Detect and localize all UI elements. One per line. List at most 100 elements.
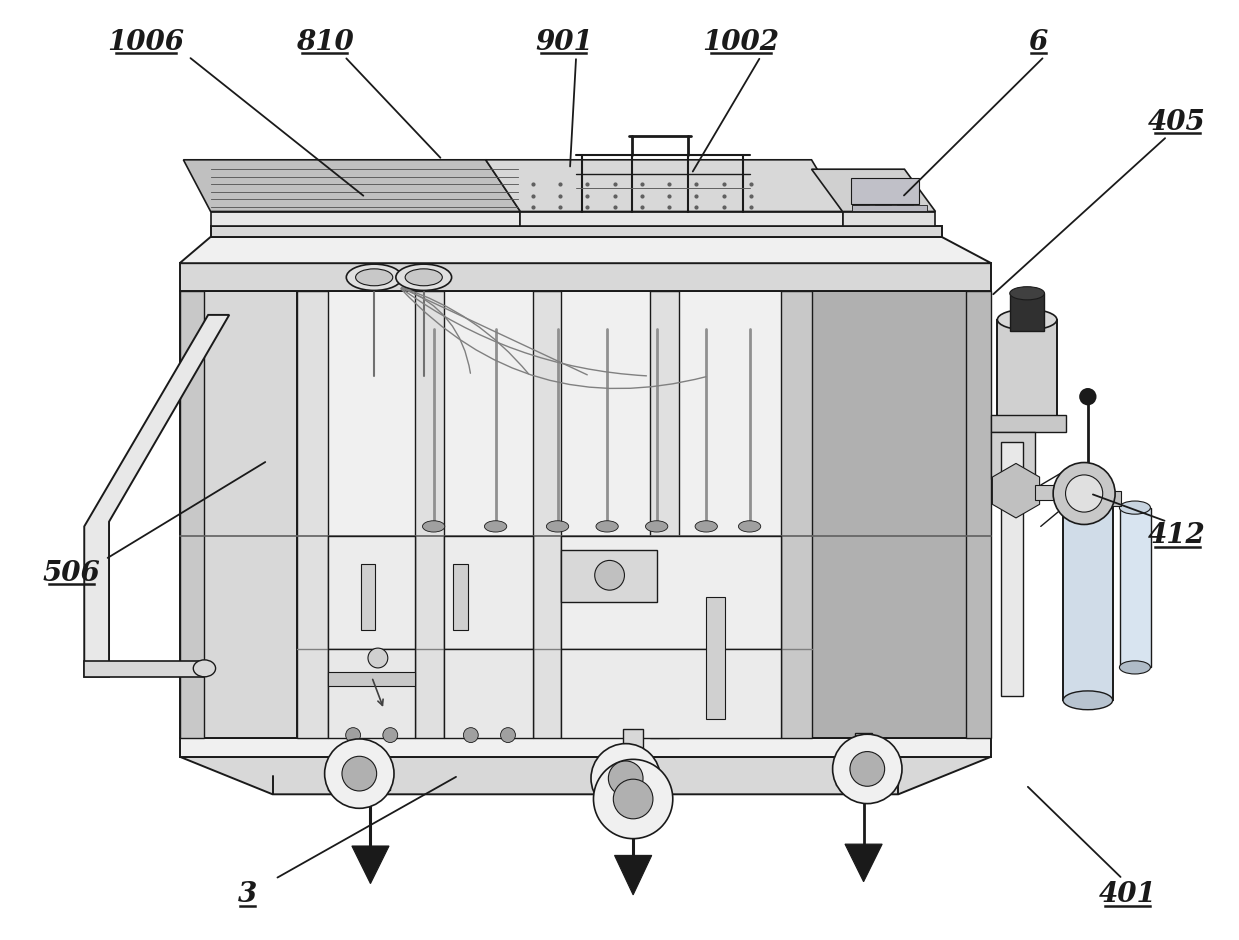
Ellipse shape (646, 521, 668, 532)
Circle shape (1053, 462, 1115, 525)
Text: 1002: 1002 (703, 29, 779, 55)
Polygon shape (180, 291, 204, 738)
Polygon shape (1063, 491, 1121, 506)
Polygon shape (561, 536, 781, 649)
Text: 3: 3 (238, 882, 258, 908)
Polygon shape (520, 212, 843, 226)
Polygon shape (845, 844, 882, 882)
Bar (1010, 293, 1044, 331)
Circle shape (593, 760, 673, 838)
Polygon shape (297, 291, 328, 738)
Polygon shape (781, 291, 812, 738)
Text: 901: 901 (535, 29, 592, 55)
Circle shape (1079, 388, 1097, 405)
Polygon shape (650, 291, 679, 738)
Polygon shape (1035, 485, 1063, 500)
Polygon shape (812, 291, 991, 738)
Bar (595, 766, 657, 794)
Bar (852, 205, 927, 211)
Polygon shape (486, 160, 843, 212)
Polygon shape (615, 855, 652, 895)
Circle shape (1066, 475, 1103, 512)
Bar (361, 564, 375, 630)
Polygon shape (991, 432, 1035, 479)
Circle shape (383, 728, 398, 743)
Circle shape (595, 560, 624, 590)
Polygon shape (180, 738, 991, 757)
Polygon shape (966, 291, 991, 738)
Polygon shape (415, 291, 444, 738)
Polygon shape (84, 315, 229, 677)
Polygon shape (444, 649, 533, 738)
Ellipse shape (1063, 691, 1113, 710)
Ellipse shape (422, 521, 445, 532)
Bar (897, 205, 913, 208)
Bar (836, 757, 898, 785)
Circle shape (591, 744, 660, 813)
Bar (851, 178, 919, 204)
Polygon shape (180, 757, 991, 794)
Ellipse shape (356, 269, 393, 286)
Ellipse shape (1010, 287, 1044, 300)
Polygon shape (211, 212, 520, 226)
Circle shape (501, 728, 515, 743)
Text: 506: 506 (43, 560, 100, 587)
Circle shape (325, 739, 394, 808)
Polygon shape (180, 237, 991, 263)
Polygon shape (297, 291, 812, 738)
Bar (453, 564, 468, 630)
Circle shape (346, 728, 361, 743)
Polygon shape (180, 291, 297, 738)
Ellipse shape (396, 264, 452, 290)
Polygon shape (328, 536, 415, 649)
Ellipse shape (596, 521, 618, 532)
Polygon shape (561, 649, 781, 738)
Polygon shape (328, 672, 415, 686)
Polygon shape (533, 291, 561, 738)
Circle shape (613, 779, 653, 819)
Circle shape (342, 757, 377, 791)
Ellipse shape (1120, 661, 1150, 674)
Text: 810: 810 (296, 29, 353, 55)
Bar (997, 320, 1057, 418)
Ellipse shape (405, 269, 442, 286)
Bar (855, 733, 872, 757)
Polygon shape (561, 550, 657, 602)
Circle shape (608, 761, 643, 795)
Bar (1120, 508, 1151, 667)
Polygon shape (328, 649, 415, 738)
Circle shape (833, 734, 902, 804)
Ellipse shape (546, 521, 569, 532)
Bar (328, 761, 390, 790)
Polygon shape (843, 212, 935, 226)
Bar (852, 205, 869, 208)
Bar (875, 205, 891, 208)
Circle shape (850, 752, 885, 786)
Circle shape (368, 648, 388, 668)
Circle shape (463, 728, 478, 743)
Polygon shape (352, 846, 389, 884)
Ellipse shape (738, 521, 761, 532)
Bar (1001, 442, 1023, 696)
Text: 401: 401 (1099, 882, 1156, 908)
Polygon shape (84, 661, 204, 677)
Text: 6: 6 (1028, 29, 1048, 55)
Ellipse shape (695, 521, 717, 532)
Polygon shape (812, 169, 935, 212)
Polygon shape (211, 226, 942, 237)
Polygon shape (180, 263, 991, 291)
Polygon shape (183, 160, 520, 212)
Bar (623, 728, 643, 757)
Ellipse shape (1120, 501, 1150, 514)
Ellipse shape (484, 521, 507, 532)
Ellipse shape (1063, 484, 1113, 503)
Polygon shape (991, 415, 1066, 432)
Text: 412: 412 (1149, 523, 1206, 549)
Text: 405: 405 (1149, 109, 1206, 135)
Text: 1006: 1006 (108, 29, 185, 55)
Bar (1063, 494, 1113, 700)
Polygon shape (444, 536, 533, 649)
Bar (706, 597, 725, 719)
Ellipse shape (346, 264, 401, 290)
Ellipse shape (997, 309, 1057, 330)
